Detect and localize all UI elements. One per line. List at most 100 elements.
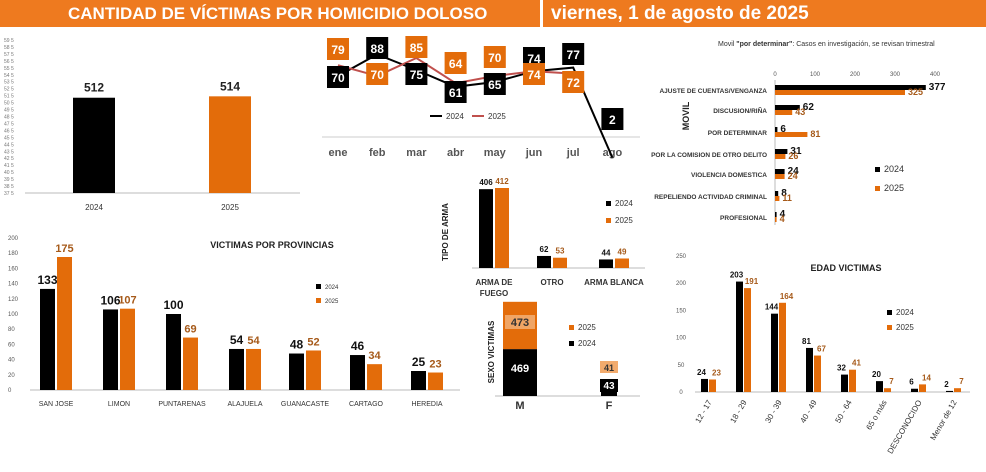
provincias-ytick: 160 <box>8 266 19 272</box>
edad-legend-2024-swatch <box>887 310 892 315</box>
arma-legend-2024-swatch <box>606 201 611 206</box>
movil-title-part: Movil <box>718 41 736 48</box>
edad-bar-2024 <box>946 390 953 392</box>
movil-value-label: 8 <box>781 188 787 199</box>
edad-ytick: 50 <box>678 363 685 369</box>
movil-legend-2025-label: 2025 <box>884 183 904 193</box>
provincias-bar-2025 <box>183 337 198 390</box>
movil-bar-2024 <box>775 149 788 154</box>
monthly-marker-2025 <box>562 71 585 93</box>
totals-ytick: 41 5 <box>4 163 14 169</box>
arma-bar-2024 <box>599 259 613 268</box>
totals-ytick: 53 5 <box>4 80 14 86</box>
totals-ytick: 59 5 <box>4 38 14 44</box>
movil-bar-2025 <box>775 196 780 201</box>
totals-ytick: 54 5 <box>4 73 14 79</box>
edad-category-label: 65 o más <box>864 399 888 432</box>
provincias-title: VICTIMAS POR PROVINCIAS <box>210 240 334 250</box>
movil-value-label: 24 <box>788 171 798 181</box>
movil-value-label: 62 <box>803 102 815 113</box>
provincias-bar-2025 <box>246 348 261 390</box>
monthly-marker-2024 <box>366 37 389 59</box>
movil-bar-2025 <box>775 90 905 95</box>
edad-bar-2024 <box>911 388 918 392</box>
edad-ytick: 0 <box>679 390 683 396</box>
edad-bar-2025 <box>709 379 716 392</box>
monthly-legend-2024-label: 2024 <box>446 112 464 121</box>
movil-category-label: PROFESIONAL <box>720 215 767 222</box>
edad-value-label: 6 <box>909 378 914 387</box>
totals-ytick: 37 5 <box>4 191 14 197</box>
provincias-value-label: 34 <box>368 350 381 362</box>
monthly-marker-2024 <box>444 81 467 103</box>
edad-value-label: 164 <box>780 292 794 301</box>
movil-value-label: 24 <box>788 166 800 177</box>
arma-axis-title: TIPO DE ARMA <box>441 203 450 261</box>
movil-title-part: : Casos en investigación, se revisan tri… <box>792 41 935 48</box>
header-date: viernes, 1 de agosto de 2025 <box>543 0 986 27</box>
movil-value-label: 377 <box>929 82 946 93</box>
totals-ytick: 43 5 <box>4 149 14 155</box>
provincias-bar-2024 <box>103 309 118 390</box>
provincias-ytick: 60 <box>8 342 15 348</box>
edad-bar-2024 <box>771 313 778 392</box>
movil-bar-2025 <box>775 217 777 222</box>
provincias-value-label: 52 <box>307 336 319 348</box>
movil-category-label: POR LA COMISION DE OTRO DELITO <box>651 152 767 159</box>
monthly-marker-2025 <box>444 52 467 74</box>
sexo-label-bg <box>505 315 535 329</box>
sexo-category-label: F <box>606 400 613 412</box>
edad-category-label: 12 - 17 <box>693 398 714 425</box>
arma-value-label: 53 <box>556 247 565 256</box>
arma-legend-2025-swatch <box>606 218 611 223</box>
totals-ytick: 39 5 <box>4 177 14 183</box>
arma-bar-2025 <box>553 257 567 268</box>
monthly-label-2024: 2 <box>609 113 616 127</box>
arma-bar-2024 <box>537 255 551 268</box>
edad-category-label: 50 - 64 <box>833 398 854 425</box>
monthly-category-label: feb <box>369 147 386 159</box>
monthly-category-label: abr <box>447 147 465 159</box>
totals-ytick: 40 5 <box>4 170 14 176</box>
sexo-category-label: M <box>515 400 524 412</box>
arma-legend-2025-label: 2025 <box>615 216 633 225</box>
monthly-marker-2025 <box>366 63 389 85</box>
arma-category-label: OTRO <box>540 278 563 287</box>
monthly-label-2025: 79 <box>331 43 345 57</box>
totals-ytick: 49 5 <box>4 108 14 114</box>
movil-bar-2025 <box>775 154 786 159</box>
totals-category-label: 2024 <box>85 203 103 212</box>
edad-value-label: 14 <box>922 373 931 382</box>
provincias-ytick: 180 <box>8 251 19 257</box>
movil-value-label: 325 <box>908 87 923 97</box>
movil-category-label: POR DETERMINAR <box>708 130 768 137</box>
edad-value-label: 7 <box>889 377 894 386</box>
movil-bar-2025 <box>775 174 785 179</box>
edad-bar-2025 <box>849 369 856 392</box>
provincias-category-label: CARTAGO <box>349 401 384 408</box>
monthly-category-label: ago <box>603 147 623 159</box>
provincias-value-label: 107 <box>118 295 136 307</box>
totals-ytick: 50 5 <box>4 101 14 107</box>
totals-value-label: 514 <box>220 79 240 93</box>
sexo-label-bg <box>505 361 535 375</box>
edad-value-label: 67 <box>817 345 826 354</box>
header-separator <box>540 0 543 27</box>
provincias-ytick: 120 <box>8 297 19 303</box>
edad-category-label: 40 - 49 <box>798 398 819 425</box>
edad-legend-2024-label: 2024 <box>896 308 914 317</box>
edad-title: EDAD VICTIMAS <box>810 263 881 273</box>
sexo-label-bg <box>600 361 618 373</box>
movil-bar-2025 <box>775 132 808 137</box>
movil-value-label: 81 <box>810 129 820 139</box>
sexo-axis-title: SEXO VICTIMAS <box>487 320 496 383</box>
edad-bar-2025 <box>919 384 926 392</box>
provincias-bar-2024 <box>166 314 181 390</box>
provincias-category-label: LIMON <box>108 401 130 408</box>
edad-value-label: 32 <box>837 364 846 373</box>
provincias-category-label: ALAJUELA <box>227 401 262 408</box>
movil-value-label: 31 <box>790 146 802 157</box>
movil-legend-2024-swatch <box>875 167 880 172</box>
header-title: CANTIDAD DE VÍCTIMAS POR HOMICIDIO DOLOS… <box>0 0 540 27</box>
